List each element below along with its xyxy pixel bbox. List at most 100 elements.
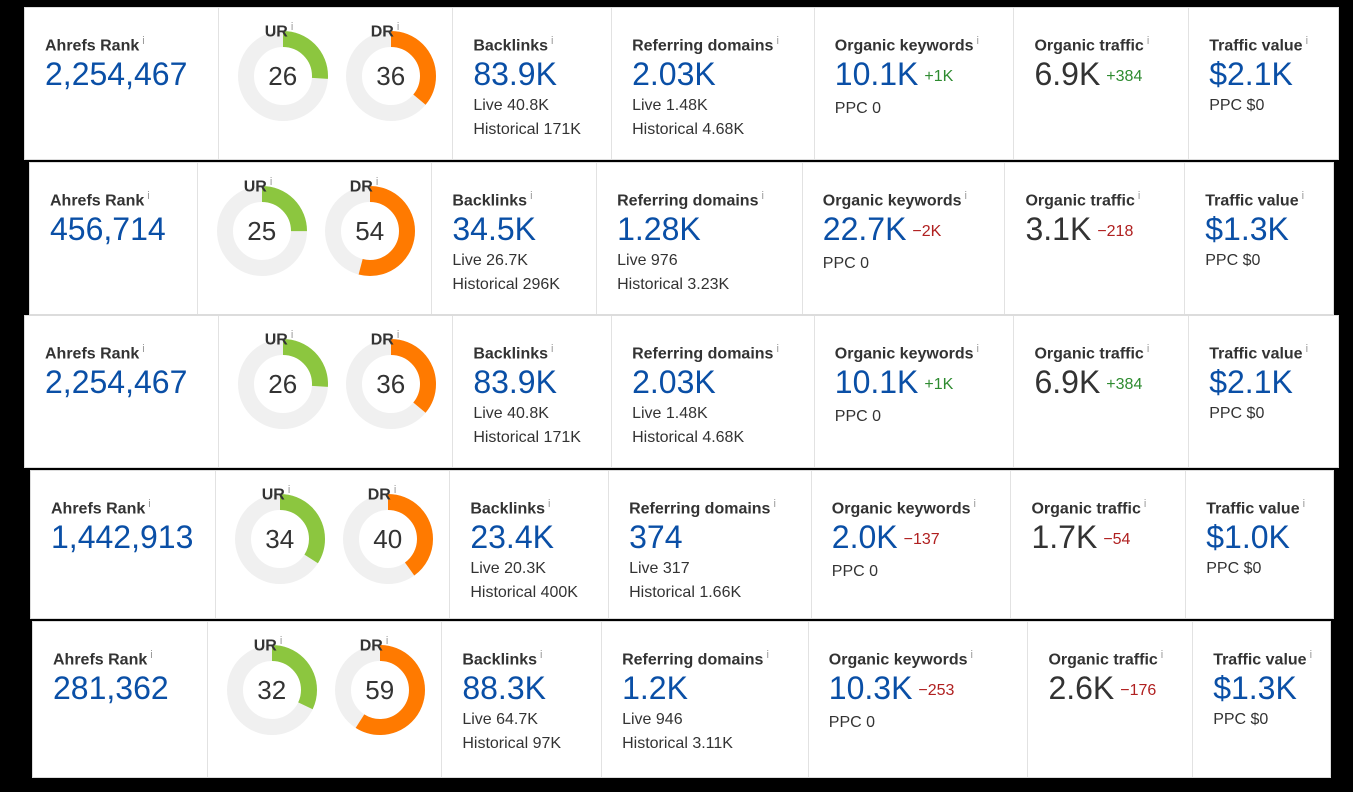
dr-value[interactable]: 40 <box>373 524 403 554</box>
organic-keywords-delta: +1K <box>924 67 954 85</box>
dr-value[interactable]: 54 <box>355 216 385 246</box>
organic-traffic-label: Organic traffic i <box>1034 340 1188 363</box>
referring-domains-cell: Referring domains i 374 Live 317 Historical … <box>609 471 812 618</box>
info-icon[interactable]: i <box>976 35 979 47</box>
traffic-value-value[interactable]: $1.0K <box>1206 519 1290 556</box>
ahrefs-rank-value[interactable]: 281,362 <box>53 670 169 707</box>
organic-keywords-value[interactable]: 10.1K <box>834 364 919 401</box>
ur-value[interactable]: 26 <box>268 369 298 399</box>
info-icon[interactable]: i <box>279 635 283 647</box>
ur-value[interactable]: 25 <box>247 216 277 246</box>
organic-keywords-label: Organic keywords i <box>835 340 1014 363</box>
referring-domains-label-text: Referring domains <box>617 192 759 210</box>
info-icon[interactable]: i <box>375 176 379 188</box>
info-icon[interactable]: i <box>530 190 533 202</box>
traffic-value-value[interactable]: $1.3K <box>1205 211 1289 248</box>
backlinks-label-text: Backlinks <box>452 192 528 210</box>
info-icon[interactable]: i <box>776 35 779 47</box>
traffic-value-value[interactable]: $1.3K <box>1213 670 1297 707</box>
info-icon[interactable]: i <box>147 190 150 202</box>
info-icon[interactable]: i <box>385 635 389 647</box>
ahrefs-rank-value[interactable]: 2,254,467 <box>45 364 188 401</box>
info-icon[interactable]: i <box>1302 498 1306 510</box>
ur-value[interactable]: 32 <box>257 675 287 705</box>
backlinks-value[interactable]: 88.3K <box>462 670 546 707</box>
info-icon[interactable]: i <box>290 21 294 33</box>
organic-keywords-value[interactable]: 2.0K <box>831 519 898 556</box>
organic-keywords-cell: Organic keywords i 10.3K −253 PPC 0 <box>809 622 1029 777</box>
organic-traffic-cell: Organic traffic i 3.1K −218 <box>1005 163 1186 314</box>
metrics-strip: Ahrefs Rank i 1,442,913 UR i 34 DR i 40 Backlinks… <box>30 470 1334 619</box>
ur-label-text: UR <box>253 637 277 655</box>
referring-domains-value[interactable]: 2.03K <box>632 56 716 93</box>
organic-traffic-value[interactable]: 1.7K <box>1031 519 1098 556</box>
info-icon[interactable]: i <box>776 343 779 355</box>
info-icon[interactable]: i <box>540 649 543 661</box>
info-icon[interactable]: i <box>973 498 976 510</box>
info-icon[interactable]: i <box>761 190 764 202</box>
referring-domains-value[interactable]: 374 <box>629 519 683 556</box>
organic-traffic-delta: +384 <box>1106 375 1143 393</box>
referring-domains-label: Referring domains i <box>617 187 802 210</box>
info-icon[interactable]: i <box>548 498 551 510</box>
traffic-value-value[interactable]: $2.1K <box>1209 364 1293 401</box>
organic-keywords-value[interactable]: 22.7K <box>822 211 907 248</box>
info-icon[interactable]: i <box>1146 35 1150 47</box>
info-icon[interactable]: i <box>142 35 145 47</box>
info-icon[interactable]: i <box>269 176 273 188</box>
info-icon[interactable]: i <box>551 343 554 355</box>
organic-traffic-value[interactable]: 2.6K <box>1048 670 1115 707</box>
organic-traffic-value[interactable]: 3.1K <box>1025 211 1092 248</box>
dr-gauge: DR i 36 <box>345 21 437 122</box>
ahrefs-rank-cell: Ahrefs Rank i 1,442,913 <box>31 471 216 618</box>
ahrefs-rank-value[interactable]: 456,714 <box>50 211 166 248</box>
info-icon[interactable]: i <box>551 35 554 47</box>
info-icon[interactable]: i <box>766 649 769 661</box>
info-icon[interactable]: i <box>1143 498 1147 510</box>
info-icon[interactable]: i <box>287 484 291 496</box>
dr-value[interactable]: 36 <box>376 61 406 91</box>
info-icon[interactable]: i <box>964 190 967 202</box>
ahrefs-rank-value[interactable]: 1,442,913 <box>51 519 194 556</box>
info-icon[interactable]: i <box>393 484 397 496</box>
backlinks-value[interactable]: 23.4K <box>470 519 554 556</box>
referring-domains-value[interactable]: 2.03K <box>632 364 716 401</box>
info-icon[interactable]: i <box>290 329 294 341</box>
info-icon[interactable]: i <box>1137 190 1141 202</box>
info-icon[interactable]: i <box>1301 190 1305 202</box>
referring-domains-value[interactable]: 1.2K <box>622 670 688 707</box>
backlinks-value[interactable]: 83.9K <box>473 56 557 93</box>
info-icon[interactable]: i <box>142 343 145 355</box>
ahrefs-rank-value[interactable]: 2,254,467 <box>45 56 188 93</box>
backlinks-historical: Historical 171K <box>473 121 581 139</box>
dr-value[interactable]: 36 <box>376 369 406 399</box>
info-icon[interactable]: i <box>970 649 973 661</box>
info-icon[interactable]: i <box>976 343 979 355</box>
info-icon[interactable]: i <box>773 498 776 510</box>
referring-domains-label-text: Referring domains <box>632 37 774 55</box>
referring-domains-value[interactable]: 1.28K <box>617 211 701 248</box>
organic-traffic-value[interactable]: 6.9K <box>1034 364 1101 401</box>
backlinks-value[interactable]: 83.9K <box>473 364 557 401</box>
info-icon[interactable]: i <box>1146 343 1150 355</box>
traffic-value-value[interactable]: $2.1K <box>1209 56 1293 93</box>
ur-value[interactable]: 26 <box>268 61 298 91</box>
ur-value[interactable]: 34 <box>265 524 295 554</box>
info-icon[interactable]: i <box>150 649 153 661</box>
info-icon[interactable]: i <box>396 21 400 33</box>
backlinks-value[interactable]: 34.5K <box>452 211 536 248</box>
info-icon[interactable]: i <box>1305 343 1309 355</box>
info-icon[interactable]: i <box>1309 649 1313 661</box>
dr-value[interactable]: 59 <box>365 675 395 705</box>
traffic-value-label-text: Traffic value <box>1206 500 1300 518</box>
rating-cell: UR i 32 DR i 59 <box>208 622 443 777</box>
organic-keywords-value[interactable]: 10.3K <box>828 670 913 707</box>
info-icon[interactable]: i <box>396 329 400 341</box>
info-icon[interactable]: i <box>1160 649 1164 661</box>
organic-keywords-value[interactable]: 10.1K <box>834 56 919 93</box>
organic-traffic-label-text: Organic traffic <box>1025 192 1135 210</box>
organic-traffic-row: 2.6K −176 <box>1048 670 1192 709</box>
organic-traffic-value[interactable]: 6.9K <box>1034 56 1101 93</box>
info-icon[interactable]: i <box>1305 35 1309 47</box>
info-icon[interactable]: i <box>148 498 151 510</box>
